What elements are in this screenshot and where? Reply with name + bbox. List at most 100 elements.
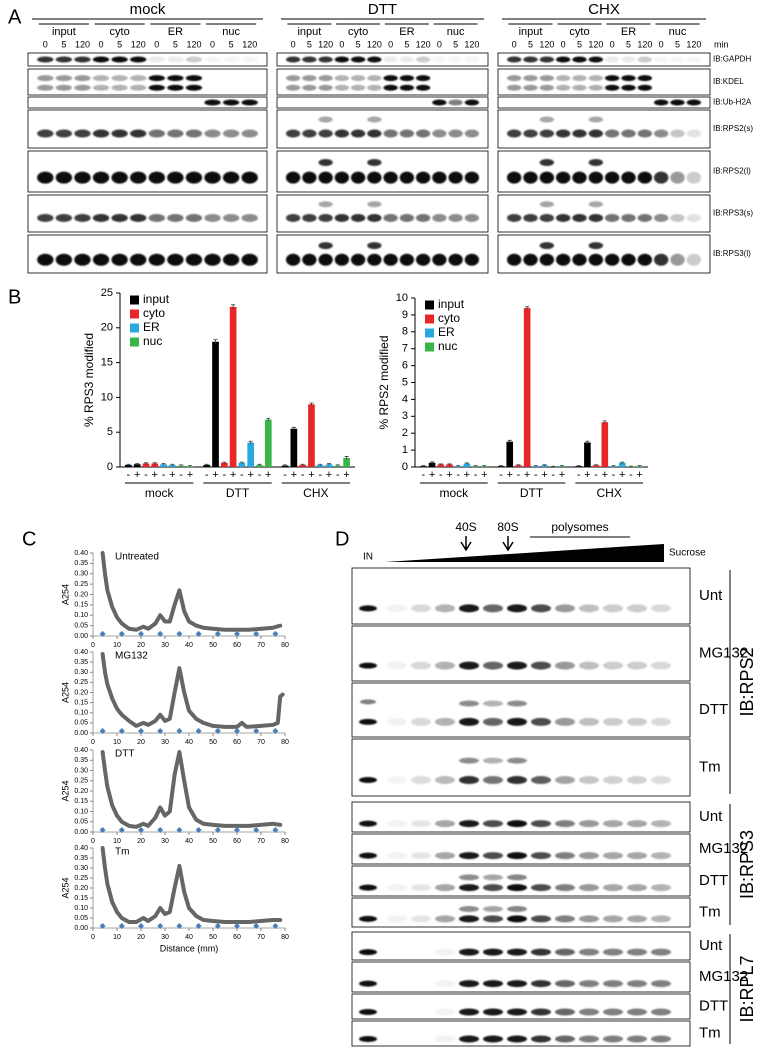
band [459, 776, 479, 785]
fraction-marker [118, 630, 125, 637]
band [555, 776, 575, 785]
error-bar [576, 465, 581, 467]
fraction-marker [272, 630, 279, 637]
band [507, 757, 527, 764]
band [318, 242, 333, 250]
blot [497, 52, 711, 67]
band [651, 776, 671, 785]
error-bar [344, 456, 349, 460]
bar [151, 463, 159, 467]
band [334, 213, 350, 222]
condition-label: Tm [699, 758, 721, 775]
fraction-marker [138, 923, 144, 929]
band [360, 699, 376, 705]
band [92, 171, 110, 184]
treatment-tick-label: + [326, 469, 332, 481]
band [604, 84, 620, 91]
condition-label: DTT [699, 872, 728, 889]
y-tick-label: 0.00 [74, 730, 88, 737]
band [686, 129, 702, 138]
band [651, 1008, 671, 1016]
band [55, 129, 73, 138]
error-bar [594, 464, 599, 466]
error-bar [516, 464, 521, 466]
band [588, 213, 604, 222]
band [367, 84, 382, 91]
legend-label: nuc [438, 339, 457, 353]
band [435, 661, 455, 670]
error-bar [559, 465, 564, 467]
band [507, 915, 527, 923]
error-bar [135, 463, 140, 465]
band [483, 604, 503, 613]
blot [497, 109, 711, 149]
band [185, 171, 203, 184]
band [604, 56, 620, 63]
band [523, 56, 538, 63]
band [603, 915, 623, 923]
sucrose-label: Sucrose [669, 548, 706, 559]
fraction-label: cyto [569, 26, 589, 38]
treatment-tick-label: - [336, 469, 340, 481]
band [148, 129, 165, 138]
band [523, 75, 538, 82]
band [531, 776, 551, 785]
band [627, 717, 647, 726]
band [74, 56, 91, 63]
band [555, 75, 571, 82]
y-tick-label: 0.35 [74, 659, 88, 666]
band [334, 75, 350, 82]
group-label: DTT [226, 486, 250, 500]
band [185, 84, 203, 91]
error-bar [239, 461, 244, 464]
blot [351, 897, 691, 928]
x-tick-label: 80 [281, 934, 289, 941]
blot [276, 52, 489, 67]
time-label: 0 [210, 39, 215, 49]
band [148, 253, 165, 266]
error-bar [257, 463, 262, 466]
band [387, 604, 407, 613]
band [506, 56, 522, 63]
fraction-marker [157, 630, 164, 637]
x-tick-label: 70 [257, 739, 265, 746]
bar [290, 428, 298, 467]
band [603, 884, 623, 892]
treatment-tick-label: - [499, 469, 503, 481]
error-bar [126, 463, 131, 466]
band [555, 253, 571, 266]
band [603, 948, 623, 956]
band [483, 980, 503, 988]
error-bar [335, 464, 340, 467]
band [653, 99, 669, 106]
error-bar [447, 463, 452, 465]
band [111, 129, 128, 138]
band [222, 171, 240, 184]
band [483, 884, 503, 892]
x-tick-label: 80 [281, 642, 289, 649]
fraction-marker [253, 826, 260, 833]
y-tick-label: 0.35 [74, 757, 88, 764]
error-bar [143, 462, 148, 465]
group-label: mock [439, 486, 469, 500]
band [411, 915, 431, 923]
probe-label: IB:RPS2(l) [713, 167, 751, 176]
blot [351, 738, 691, 797]
band [285, 75, 301, 82]
time-label: 120 [686, 39, 701, 49]
band [359, 777, 377, 784]
y-tick-label: 1 [402, 444, 408, 456]
fraction-marker [138, 630, 144, 637]
treatment-tick-label: - [222, 469, 226, 481]
fraction-marker [253, 923, 260, 929]
error-bar [421, 465, 426, 467]
band [464, 56, 480, 63]
band [350, 75, 366, 82]
band [37, 75, 54, 82]
band [204, 213, 221, 222]
band [572, 75, 587, 82]
band [670, 213, 685, 222]
band [167, 253, 184, 266]
band [334, 56, 350, 63]
marker-arrow [460, 536, 472, 552]
